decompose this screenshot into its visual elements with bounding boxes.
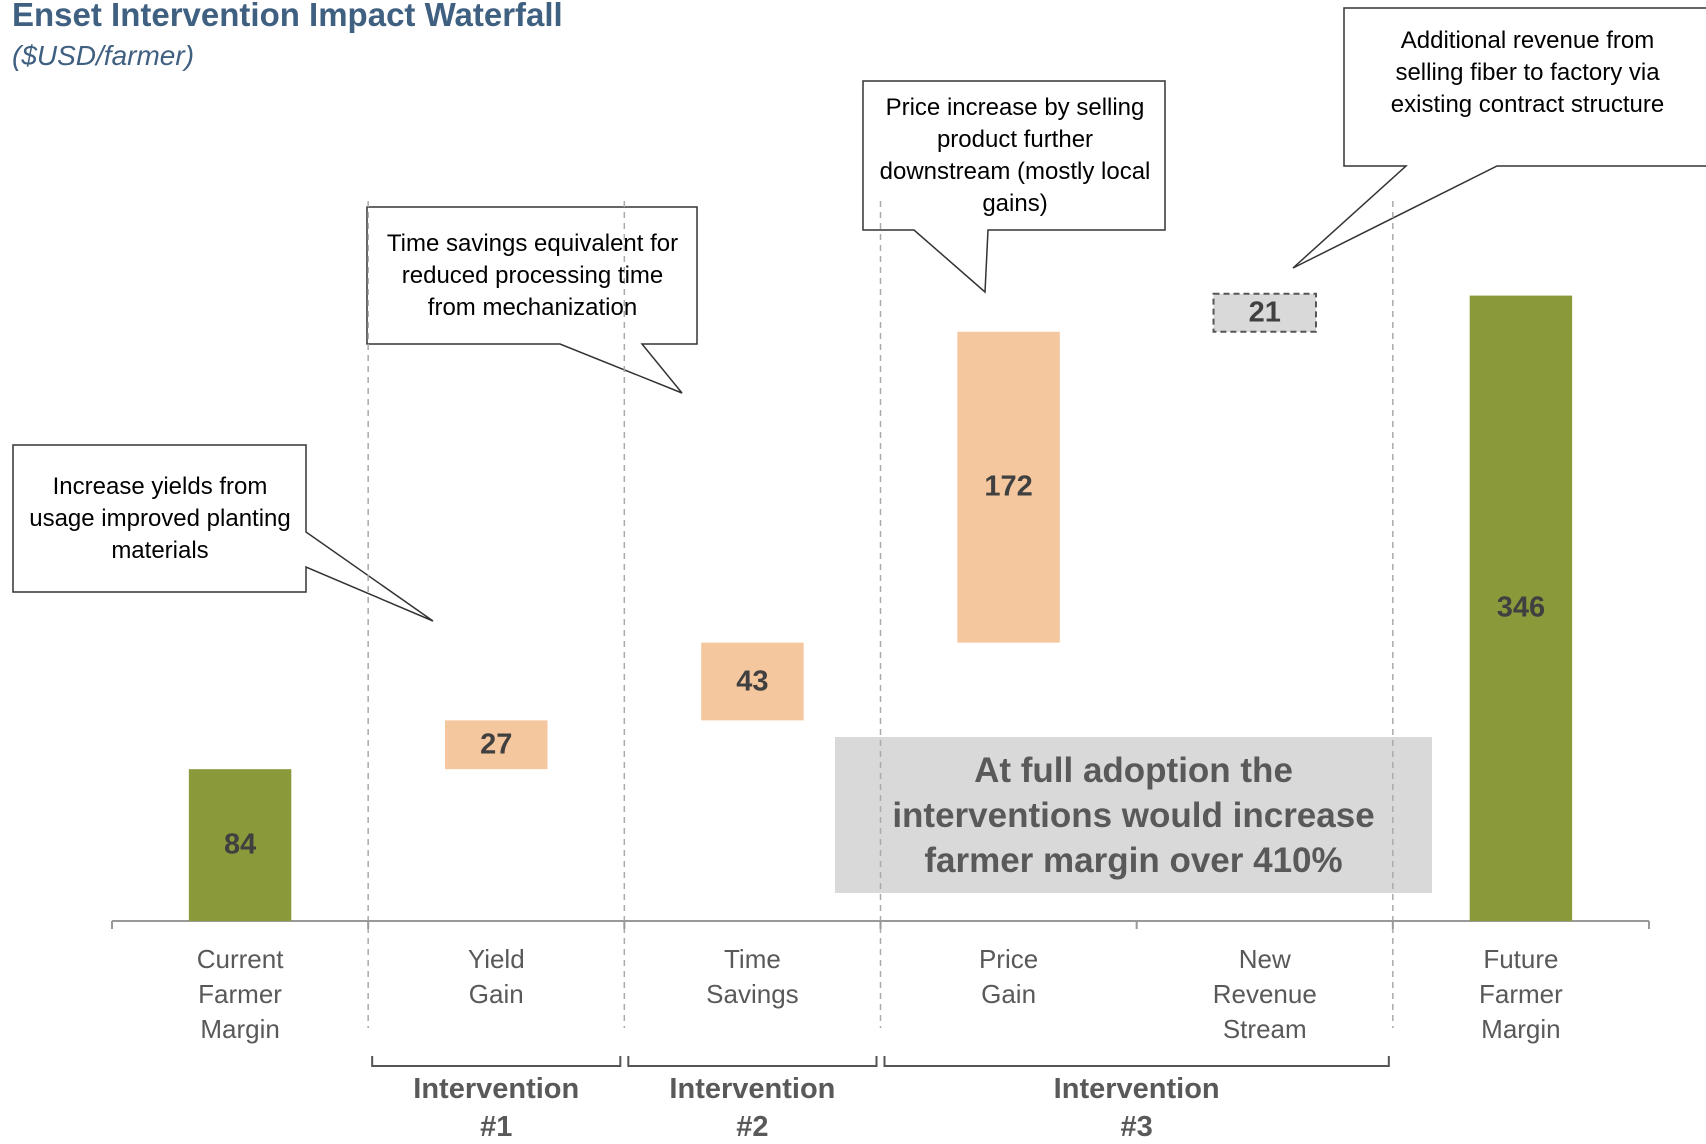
- bar: [445, 720, 548, 770]
- callout-text: Time savings equivalent for reduced proc…: [386, 229, 679, 321]
- x-tick-label: Yield Gain: [467, 944, 525, 1009]
- highlight-text: At full adoption the interventions would…: [892, 750, 1375, 880]
- callout-shape: [862, 80, 1166, 294]
- group-label: Intervention #2: [669, 1073, 836, 1143]
- callout-text: Increase yields from usage improved plan…: [29, 472, 291, 564]
- group-label: Intervention #1: [413, 1073, 580, 1143]
- data-label: 21: [1248, 296, 1281, 329]
- bar: [188, 769, 292, 921]
- data-label: 84: [223, 828, 257, 861]
- chart-subtitle: ($USD/farmer): [12, 40, 195, 71]
- callout-text: Additional revenue from selling fiber to…: [1390, 27, 1665, 118]
- x-tick-label: Price Gain: [978, 944, 1039, 1009]
- bar: [1212, 292, 1317, 333]
- data-label: 27: [480, 728, 513, 761]
- x-tick-label: New Revenue Stream: [1212, 944, 1317, 1044]
- group-label: Intervention #3: [1053, 1073, 1220, 1143]
- data-label: 43: [736, 665, 769, 697]
- group-bracket: [883, 1056, 1390, 1067]
- chart-title: Enset Intervention Impact Waterfall: [12, 0, 563, 33]
- highlight-box: [835, 737, 1432, 893]
- callout-shape: [1292, 7, 1706, 269]
- group-bracket: [371, 1056, 622, 1067]
- data-label: 346: [1496, 591, 1546, 624]
- bar: [1469, 295, 1573, 922]
- x-tick-label: Current Farmer Margin: [196, 944, 284, 1044]
- group-bracket: [627, 1056, 878, 1067]
- x-tick-label: Time Savings: [706, 944, 799, 1009]
- bar: [957, 331, 1060, 643]
- callout-shape: [366, 206, 698, 394]
- bar: [701, 642, 804, 721]
- callout-text: Price increase by selling product furthe…: [879, 93, 1151, 217]
- callout-shape: [12, 444, 434, 622]
- data-label: 172: [984, 470, 1033, 503]
- x-tick-label: Future Farmer Margin: [1479, 944, 1563, 1044]
